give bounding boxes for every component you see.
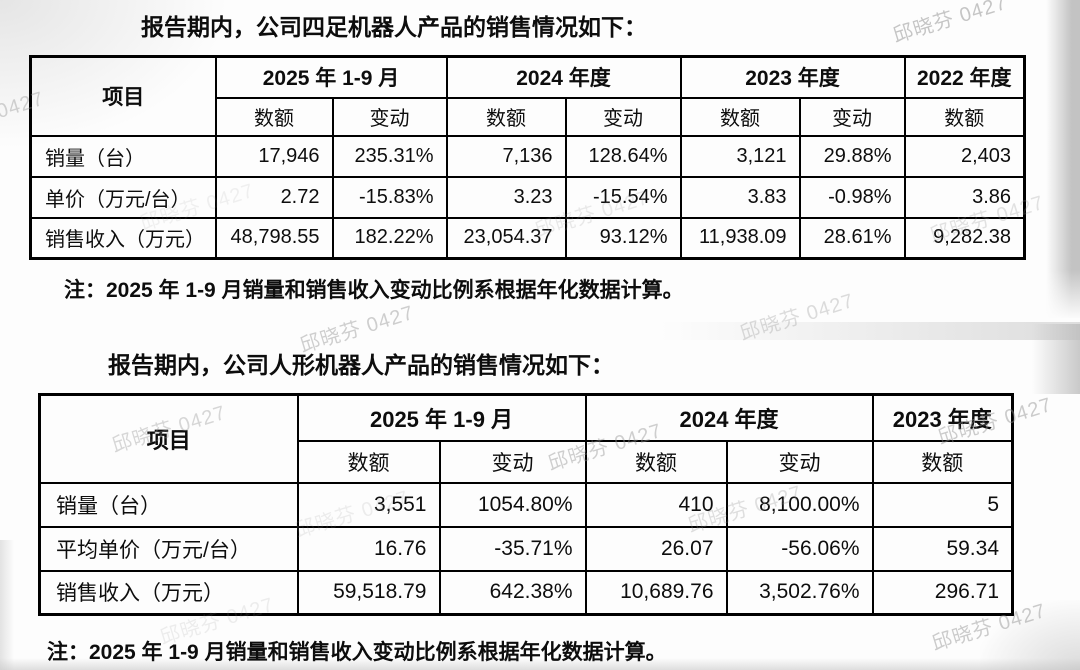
value-cell: 48,798.55	[214, 216, 334, 260]
watermark: 邱晓芬 0427	[737, 289, 857, 346]
t1-subheader-change-2024: 变动	[564, 96, 682, 137]
t1-header-2023: 2023 年度	[679, 55, 906, 99]
t2-header-2023: 2023 年度	[871, 393, 1014, 442]
section1-title: 报告期内，公司四足机器人产品的销售情况如下：	[141, 14, 647, 40]
t2-header-item: 项目	[38, 393, 299, 484]
value-cell: 8,100.00%	[725, 481, 874, 528]
t1-subheader-amount-2023: 数额	[679, 96, 801, 137]
t2-subheader-amount-2025: 数额	[296, 439, 441, 484]
value-cell: 93.12%	[564, 216, 682, 260]
row-label: 销量（台）	[29, 134, 217, 178]
value-cell: 17,946	[214, 134, 334, 178]
value-cell: 1054.80%	[438, 481, 587, 528]
page-shading-right-fade	[1046, 270, 1080, 320]
value-cell: 182.22%	[331, 216, 448, 260]
table-row: 平均单价（万元/台） 16.76 -35.71% 26.07 -56.06% 5…	[38, 525, 1014, 572]
value-cell: 410	[584, 481, 728, 528]
value-cell: 5	[871, 481, 1014, 528]
value-cell: 59,518.79	[296, 569, 441, 616]
value-cell: 3.83	[679, 175, 801, 219]
value-cell: -35.71%	[438, 525, 587, 572]
page-shading-right-wedge	[1032, 324, 1080, 394]
page-shading-right-strip	[1046, 0, 1080, 318]
value-cell: -15.83%	[331, 175, 448, 219]
value-cell: 28.61%	[798, 216, 906, 260]
value-cell: 9,282.38	[903, 216, 1026, 260]
t2-subheader-change-2024: 变动	[725, 439, 874, 484]
t1-header-2025: 2025 年 1-9 月	[214, 55, 448, 99]
t1-subheader-change-2025: 变动	[331, 96, 448, 137]
value-cell: 3.86	[903, 175, 1026, 219]
value-cell: 11,938.09	[679, 216, 801, 260]
value-cell: 296.71	[871, 569, 1014, 616]
value-cell: 3,502.76%	[725, 569, 874, 616]
value-cell: 23,054.37	[445, 216, 567, 260]
t2-header-2025: 2025 年 1-9 月	[296, 393, 587, 442]
value-cell: 2.72	[214, 175, 334, 219]
value-cell: 3,121	[679, 134, 801, 178]
humanoid-sales-table: 项目 2025 年 1-9 月 2024 年度 2023 年度 数额 变动 数额…	[38, 393, 1015, 616]
table-row: 销量（台） 17,946 235.31% 7,136 128.64% 3,121…	[29, 134, 1026, 178]
row-label: 销售收入（万元）	[29, 216, 217, 260]
section1-note: 注：2025 年 1-9 月销量和销售收入变动比例系根据年化数据计算。	[64, 279, 684, 302]
row-label: 销量（台）	[38, 481, 299, 528]
value-cell: 16.76	[296, 525, 441, 572]
table-row: 销售收入（万元） 59,518.79 642.38% 10,689.76 3,5…	[38, 569, 1014, 616]
section2-note: 注：2025 年 1-9 月销量和销售收入变动比例系根据年化数据计算。	[47, 641, 667, 664]
row-label: 单价（万元/台）	[29, 175, 217, 219]
row-label: 平均单价（万元/台）	[38, 525, 299, 572]
value-cell: 59.34	[871, 525, 1014, 572]
t2-subheader-amount-2023: 数额	[871, 439, 1014, 484]
page-shading-left-edge	[0, 540, 14, 670]
t2-subheader-change-2025: 变动	[438, 439, 587, 484]
value-cell: 128.64%	[564, 134, 682, 178]
value-cell: 3,551	[296, 481, 441, 528]
value-cell: 3.23	[445, 175, 567, 219]
t1-header-item: 项目	[29, 55, 217, 137]
value-cell: 2,403	[903, 134, 1026, 178]
table-row: 销量（台） 3,551 1054.80% 410 8,100.00% 5	[38, 481, 1014, 528]
value-cell: -0.98%	[798, 175, 906, 219]
table-row: 单价（万元/台） 2.72 -15.83% 3.23 -15.54% 3.83 …	[29, 175, 1026, 219]
t1-subheader-amount-2025: 数额	[214, 96, 334, 137]
table-row: 销售收入（万元） 48,798.55 182.22% 23,054.37 93.…	[29, 216, 1026, 260]
page-shading-band	[660, 322, 1080, 340]
value-cell: -56.06%	[725, 525, 874, 572]
t2-header-2024: 2024 年度	[584, 393, 874, 442]
value-cell: 642.38%	[438, 569, 587, 616]
value-cell: 7,136	[445, 134, 567, 178]
t2-subheader-amount-2024: 数额	[584, 439, 728, 484]
value-cell: -15.54%	[564, 175, 682, 219]
t1-header-2024: 2024 年度	[445, 55, 682, 99]
value-cell: 29.88%	[798, 134, 906, 178]
t1-subheader-amount-2024: 数额	[445, 96, 567, 137]
t1-subheader-amount-2022: 数额	[903, 96, 1026, 137]
row-label: 销售收入（万元）	[38, 569, 299, 616]
t1-subheader-change-2023: 变动	[798, 96, 906, 137]
value-cell: 235.31%	[331, 134, 448, 178]
watermark: 邱晓芬 0427	[890, 0, 1010, 48]
t1-header-2022: 2022 年度	[903, 55, 1026, 99]
quadruped-sales-table: 项目 2025 年 1-9 月 2024 年度 2023 年度 2022 年度 …	[29, 55, 1027, 260]
section2-title: 报告期内，公司人形机器人产品的销售情况如下：	[108, 352, 614, 378]
value-cell: 10,689.76	[584, 569, 728, 616]
value-cell: 26.07	[584, 525, 728, 572]
